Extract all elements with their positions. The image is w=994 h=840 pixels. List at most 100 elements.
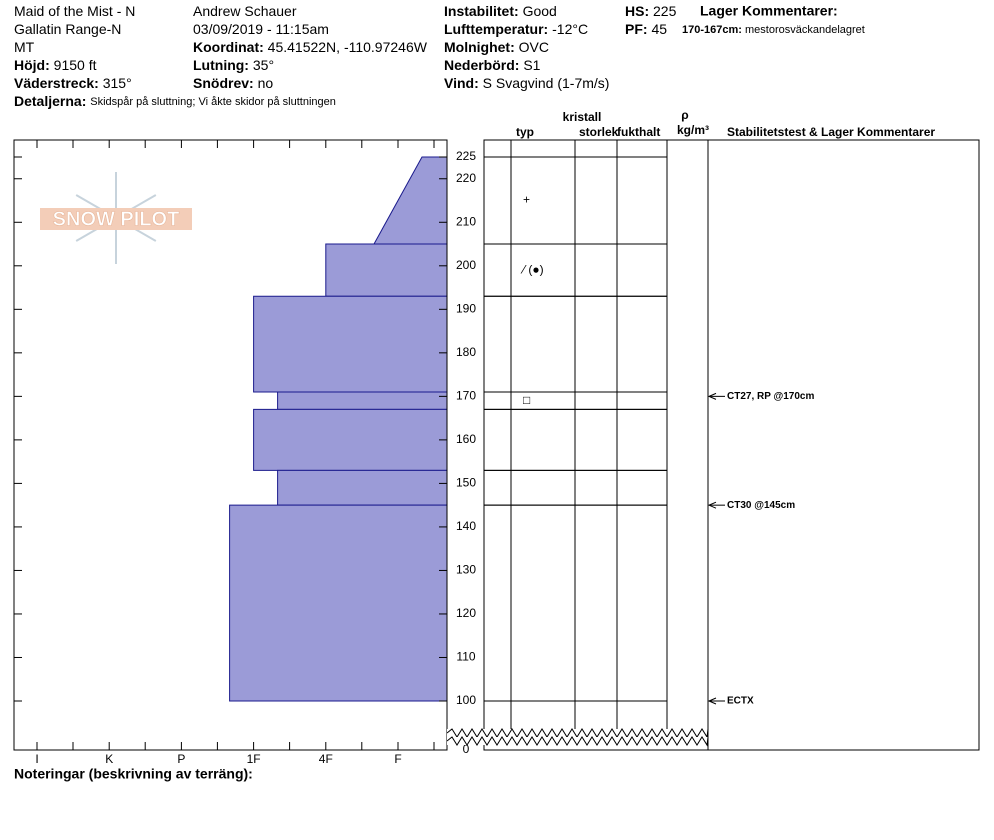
table-frame [483,139,980,751]
axis-break [446,736,709,747]
axis-break [446,728,709,739]
y-tick-label: 150 [456,476,476,490]
y-tick-label: 225 [456,149,476,163]
test-arrowhead [707,697,717,705]
header-field: Andrew Schauer [193,3,297,19]
field-label: Höjd: [14,57,50,73]
column-header: kg/m³ [677,123,709,137]
field-value: S Svagvind (1-7m/s) [483,75,610,91]
field-label: Koordinat: [193,39,264,55]
field-value: 315° [103,75,132,91]
column-header: kristall [563,110,602,124]
field-label: Snödrev: [193,75,254,91]
field-value: Gallatin Range-N [14,21,121,37]
header-field: Nederbörd: S1 [444,57,541,73]
header-field: Snödrev: no [193,75,273,91]
x-tick-label: 1F [247,752,261,766]
field-value: 45.41522N, -110.97246W [268,39,428,55]
layer-bar [277,391,448,410]
y-tick-label: 130 [456,563,476,577]
field-value: S1 [523,57,540,73]
field-value: 9150 ft [54,57,97,73]
field-label: Detaljerna: [14,93,86,109]
x-tick-label: K [105,752,113,766]
column-header: fukthalt [617,125,660,139]
field-value: mestorosväckandelagret [745,24,865,36]
layer-bar [277,469,448,506]
y-tick-label: 210 [456,214,476,228]
x-tick-label: P [177,752,185,766]
layer-bar [325,243,448,297]
layer-bar [229,504,448,702]
header-field: Koordinat: 45.41522N, -110.97246W [193,39,428,55]
test-arrowhead [707,501,717,509]
field-value: Andrew Schauer [193,3,297,19]
y-tick-label: 190 [456,301,476,315]
field-value: MT [14,39,35,55]
field-label: Nederbörd: [444,57,519,73]
test-arrowhead [707,392,717,400]
y-tick-label: 0 [463,742,470,756]
grain-symbol: ⁄ (●) [520,262,544,276]
break-gap [447,729,708,737]
y-tick-label: 180 [456,345,476,359]
field-label: HS: [625,3,649,19]
y-tick-label: 140 [456,519,476,533]
field-label: PF: [625,21,648,37]
header-field: Väderstreck: 315° [14,75,132,91]
x-tick-label: F [394,752,401,766]
test-label: ECTX [727,696,754,707]
x-tick-label: I [35,752,38,766]
column-header: Stabilitetstest & Lager Kommentarer [727,125,935,139]
y-tick-label: 160 [456,432,476,446]
field-value: 45 [651,21,667,37]
break-gap [447,737,708,745]
y-tick-label: 170 [456,389,476,403]
layer-comment: 170-167cm: mestorosväckandelagret [682,24,865,36]
y-tick-label: 110 [456,650,475,664]
logo: SNOW PILOT [40,172,192,264]
test-label: CT30 @145cm [727,500,795,511]
layer-bar [253,295,448,393]
field-value: no [258,75,274,91]
grain-symbol: + [523,193,530,207]
layer-bar [373,156,448,245]
column-header: ρ [681,108,688,122]
field-value: Good [523,3,557,19]
field-value: OVC [519,39,549,55]
header-field: Lufttemperatur: -12°C [444,21,588,37]
test-label: CT27, RP @170cm [727,391,814,402]
hardness-frame [13,139,448,751]
y-tick-label: 120 [456,606,476,620]
field-label: Väderstreck: [14,75,99,91]
notes-label: Noteringar (beskrivning av terräng): [14,766,253,782]
field-value: 225 [653,3,677,19]
header-field: PF: 45 [625,21,667,37]
field-label: Lufttemperatur: [444,21,548,37]
field-value: Skidspår på sluttning; Vi åkte skidor på… [90,96,336,108]
column-header: storlek [579,125,619,139]
y-tick-label: 100 [456,693,476,707]
header-field: Höjd: 9150 ft [14,57,97,73]
header-field: Maid of the Mist - N [14,3,135,19]
x-tick-label: 4F [319,752,333,766]
field-value: 03/09/2019 - 11:15am [193,21,329,37]
header-field: MT [14,39,35,55]
logo-band [40,208,192,230]
field-label: Molnighet: [444,39,515,55]
layer-comments-title: Lager Kommentarer: [700,3,838,19]
column-header: typ [516,125,534,139]
logo-text: SNOW PILOT [53,208,180,230]
header-field: 03/09/2019 - 11:15am [193,21,329,37]
layer-bar [253,408,448,471]
y-tick-label: 200 [456,258,476,272]
field-value: Maid of the Mist - N [14,3,135,19]
header-field: Instabilitet: Good [444,3,557,19]
header-field: Vind: S Svagvind (1-7m/s) [444,75,609,91]
header-field: Gallatin Range-N [14,21,121,37]
field-label: Lutning: [193,57,249,73]
details: Detaljerna: Skidspår på sluttning; Vi åk… [14,93,336,109]
grain-symbol: □ [523,393,530,407]
y-tick-label: 220 [456,171,476,185]
